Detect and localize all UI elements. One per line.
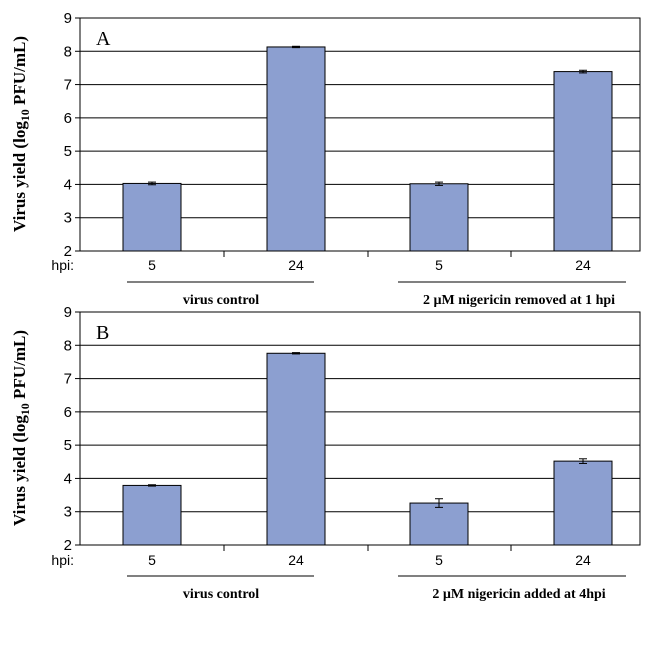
- panel-label: A: [96, 28, 111, 50]
- group-label: virus control: [183, 587, 259, 602]
- x-tick-label: 24: [575, 552, 591, 568]
- bar: [266, 46, 326, 252]
- y-tick-label: 4: [64, 176, 72, 193]
- y-tick-label: 5: [64, 143, 72, 160]
- panel-label: B: [96, 322, 109, 344]
- y-tick-label: 2: [64, 243, 72, 260]
- error-bar: [435, 498, 443, 508]
- y-tick-label: 7: [64, 77, 72, 94]
- bar: [409, 502, 469, 546]
- x-tick-label: 24: [288, 552, 304, 568]
- y-tick-label: 6: [64, 404, 72, 421]
- y-tick-label: 5: [64, 437, 72, 454]
- error-bar: [435, 181, 443, 186]
- error-bar: [292, 352, 300, 355]
- y-tick-label: 9: [64, 304, 72, 321]
- bar: [266, 352, 326, 546]
- error-bar: [148, 181, 156, 186]
- bar: [122, 182, 182, 252]
- y-axis-label: Virus yield (log10 PFU/mL): [10, 330, 32, 526]
- y-tick-label: 2: [64, 537, 72, 554]
- bar: [409, 183, 469, 252]
- y-tick-label: 6: [64, 110, 72, 127]
- hpi-label: hpi:: [51, 552, 74, 568]
- bar: [553, 71, 613, 252]
- y-tick-label: 8: [64, 43, 72, 60]
- group-label: 2 µM nigericin removed at 1 hpi: [423, 293, 615, 308]
- x-tick-label: 24: [288, 257, 304, 273]
- x-tick-label: 5: [435, 552, 443, 568]
- plot-frame: [79, 17, 641, 252]
- y-axis-label: Virus yield (log10 PFU/mL): [10, 36, 32, 232]
- error-bar: [148, 484, 156, 487]
- error-bar: [579, 458, 587, 464]
- group-label: 2 µM nigericin added at 4hpi: [432, 587, 605, 602]
- y-tick-label: 9: [64, 10, 72, 27]
- hpi-label: hpi:: [51, 257, 74, 273]
- y-tick-label: 3: [64, 504, 72, 521]
- chart-panel-b: 2 3 4 5 6 7 8 9 5 24 5 24 hpi: virus control 2 µM nige…: [10, 304, 641, 602]
- y-tick-label: 3: [64, 210, 72, 227]
- y-tick-label: 4: [64, 470, 72, 487]
- x-tick-label: 5: [148, 552, 156, 568]
- x-tick-label: 5: [148, 257, 156, 273]
- bar: [553, 460, 613, 546]
- x-tick-label: 24: [575, 257, 591, 273]
- chart-panel-a: 2 3 4 5 6 7 8 9 5 24 5 24 hpi: virus control 2 µM nige…: [10, 10, 641, 308]
- error-bar: [292, 45, 300, 49]
- y-tick-label: 7: [64, 371, 72, 388]
- plot-frame: [79, 311, 641, 546]
- y-tick-label: 8: [64, 337, 72, 354]
- bar: [122, 484, 182, 546]
- error-bar: [579, 69, 587, 74]
- group-label: virus control: [183, 293, 259, 308]
- x-tick-label: 5: [435, 257, 443, 273]
